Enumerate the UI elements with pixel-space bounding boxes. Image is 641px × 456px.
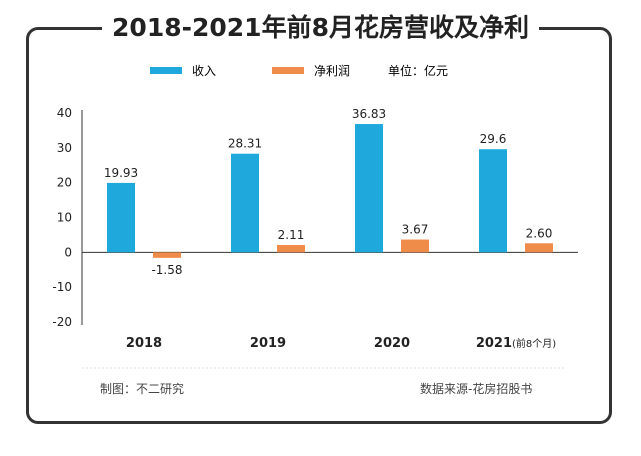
unit-note: 单位：亿元	[388, 63, 448, 78]
y-tick-label: 10	[57, 211, 72, 225]
chart-title: 2018-2021年前8月花房营收及净利	[0, 6, 641, 44]
data-label: 28.31	[228, 137, 262, 151]
footer-source: 数据来源-花房招股书	[420, 382, 533, 396]
bar-profit	[525, 243, 553, 253]
y-tick-label: 0	[64, 245, 72, 259]
x-tick-suffix: (前8个月)	[512, 337, 556, 350]
y-tick-label: -10	[52, 280, 72, 294]
data-label: 29.6	[480, 132, 507, 146]
y-tick-label: -20	[52, 315, 72, 329]
legend-label-profit: 净利润	[314, 64, 350, 78]
data-label: 3.67	[402, 223, 429, 237]
x-tick-label: 2020	[374, 336, 410, 351]
x-tick-label: 2018	[126, 336, 162, 351]
y-tick-label: 20	[57, 176, 72, 190]
data-label: -1.58	[151, 263, 182, 277]
footer-credit: 制图：不二研究	[100, 382, 185, 396]
data-label: 19.93	[104, 166, 138, 180]
legend: 收入 净利润 单位：亿元	[150, 63, 448, 78]
bar-profit	[277, 244, 305, 253]
bar-revenue	[231, 153, 259, 253]
x-tick-label: 2019	[250, 336, 286, 351]
bar-profit	[153, 252, 181, 258]
legend-swatch-profit	[272, 67, 304, 74]
y-tick-label: 30	[57, 141, 72, 155]
legend-swatch-revenue	[150, 67, 182, 74]
bar-revenue	[355, 124, 383, 253]
bar-profit	[401, 239, 429, 253]
data-label: 2.60	[526, 226, 553, 240]
legend-label-revenue: 收入	[192, 64, 216, 78]
data-label: 36.83	[352, 107, 386, 121]
data-label: 2.11	[278, 228, 305, 242]
bar-revenue	[107, 182, 135, 253]
y-tick-label: 40	[57, 106, 72, 120]
x-tick-label: 2021(前8个月)	[476, 336, 556, 351]
bar-revenue	[479, 149, 507, 253]
